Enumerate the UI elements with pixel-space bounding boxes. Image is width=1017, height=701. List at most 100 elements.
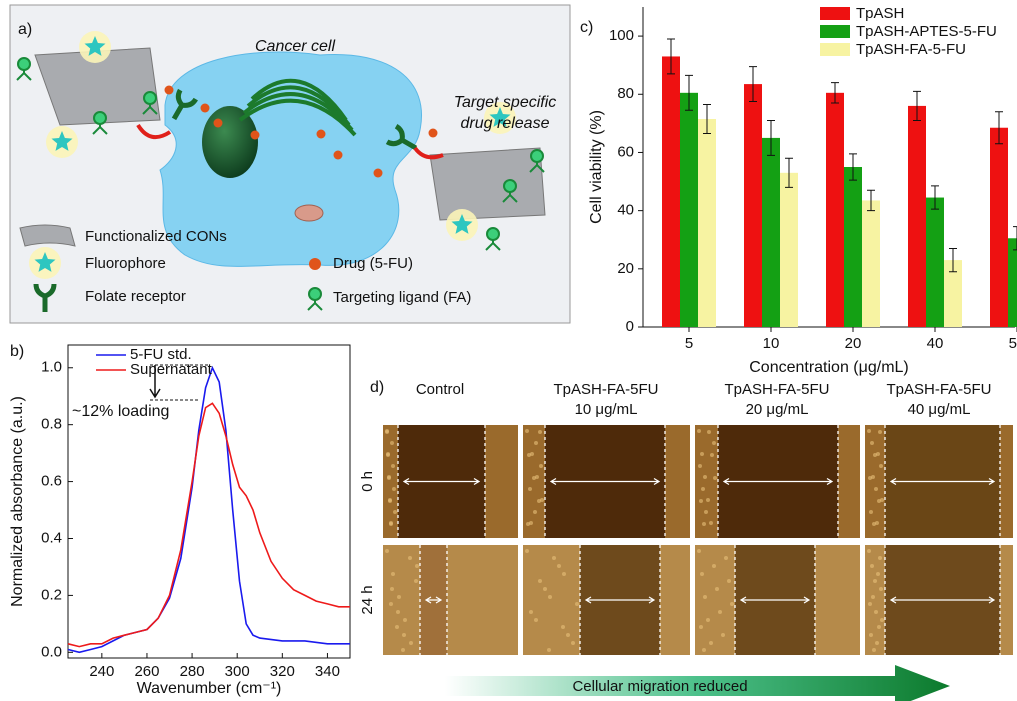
- cell-dot: [386, 453, 390, 457]
- cell-dot: [712, 564, 716, 568]
- cell-dot: [387, 476, 391, 480]
- legend-label: TpASH-FA-5-FU: [856, 41, 966, 58]
- legend-label: TpASH: [856, 5, 904, 22]
- cell-dot: [724, 556, 728, 560]
- cell-dot: [566, 633, 570, 637]
- legend-text: Fluorophore: [85, 255, 166, 272]
- cell-dot: [408, 556, 412, 560]
- x-axis-label: Wavenumber (cm⁻¹): [137, 680, 282, 697]
- cell-dot: [730, 602, 734, 606]
- cell-dot: [415, 564, 419, 568]
- cell-dot: [873, 579, 877, 583]
- cell-dot: [389, 522, 393, 526]
- y-tick-label: 0.2: [41, 586, 62, 603]
- cell-dot: [879, 464, 883, 468]
- ligand: [531, 150, 543, 162]
- panel-label: a): [18, 21, 32, 38]
- cell-dot: [534, 618, 538, 622]
- cell-dot: [548, 595, 552, 599]
- bar: [762, 138, 780, 327]
- cell-dot: [547, 648, 551, 652]
- cell-dot: [706, 618, 710, 622]
- bar: [862, 200, 880, 327]
- cell-dot: [702, 522, 706, 526]
- cell-dot: [700, 452, 704, 456]
- cell-dot: [538, 430, 542, 434]
- y-tick-label: 0.8: [41, 416, 62, 433]
- cell-dot: [697, 429, 701, 433]
- bar: [844, 167, 862, 327]
- x-tick-label: 320: [270, 663, 295, 680]
- ligand: [18, 58, 30, 70]
- x-tick-label: 40: [927, 335, 944, 352]
- legend-drug: [309, 258, 321, 270]
- cell-dot: [397, 595, 401, 599]
- y-tick-label: 20: [617, 260, 634, 277]
- row-label: 24 h: [359, 585, 376, 614]
- cell-dot: [709, 521, 713, 525]
- release-label: drug release: [461, 115, 550, 132]
- y-tick-label: 0: [626, 318, 634, 335]
- cell-dot: [867, 549, 871, 553]
- cell-dot: [538, 579, 542, 583]
- cell-dot: [561, 625, 565, 629]
- cell-dot: [879, 587, 883, 591]
- cell-dot: [698, 464, 702, 468]
- cell-dot: [868, 602, 872, 606]
- legend-text: Functionalized CONs: [85, 228, 227, 245]
- cell-dot: [537, 499, 541, 503]
- figure: a)Cancer cellTarget specificdrug release…: [0, 0, 1017, 701]
- legend-swatch: [820, 43, 850, 56]
- x-tick-label: 300: [225, 663, 250, 680]
- cell-dot: [712, 441, 716, 445]
- bar: [826, 93, 844, 327]
- y-axis-label: Normalized absorbance (a.u.): [9, 396, 26, 607]
- cell-dot: [867, 429, 871, 433]
- cell-dot: [401, 648, 405, 652]
- cell-dot: [402, 633, 406, 637]
- con-sheet: [430, 148, 545, 220]
- annotation: ~12% loading: [72, 403, 169, 420]
- plot-frame: [68, 345, 350, 658]
- migration-label: Cellular migration reduced: [572, 678, 747, 695]
- column-header: TpASH-FA-5FU: [553, 381, 658, 398]
- cell-dot: [871, 595, 875, 599]
- legend-label: TpASH-APTES-5-FU: [856, 23, 997, 40]
- cell-dot: [702, 648, 706, 652]
- bar: [680, 93, 698, 327]
- ligand: [487, 228, 499, 240]
- cell-dot: [875, 641, 879, 645]
- cell-label: Cancer cell: [255, 38, 335, 55]
- cell-dot: [697, 549, 701, 553]
- cell-dot: [699, 625, 703, 629]
- bar: [698, 119, 716, 327]
- drug: [334, 151, 343, 160]
- cell-dot: [393, 510, 397, 514]
- cell-dot: [533, 510, 537, 514]
- page: {"panel_a": {"label": "a)", "cell": "Can…: [0, 0, 1017, 701]
- cell-dot: [525, 549, 529, 553]
- cell-dot: [389, 602, 393, 606]
- cell-dot: [403, 618, 407, 622]
- cell-dot: [571, 641, 575, 645]
- cell-dot: [880, 618, 884, 622]
- cell-dot: [727, 579, 731, 583]
- y-tick-label: 40: [617, 202, 634, 219]
- cell-dot: [870, 564, 874, 568]
- drug: [251, 131, 260, 140]
- cell-dot: [534, 441, 538, 445]
- y-tick-label: 80: [617, 85, 634, 102]
- cell-dot: [704, 510, 708, 514]
- panel-label: c): [580, 19, 593, 36]
- cell-dot: [870, 441, 874, 445]
- cell-dot: [715, 587, 719, 591]
- bar: [990, 128, 1008, 327]
- line-series: [68, 403, 350, 646]
- cell-dot: [414, 579, 418, 583]
- cell-dot: [878, 556, 882, 560]
- bar: [926, 198, 944, 327]
- bar: [744, 84, 762, 327]
- cell-dot: [876, 572, 880, 576]
- cell-dot: [874, 487, 878, 491]
- column-header: 10 μg/mL: [575, 401, 638, 418]
